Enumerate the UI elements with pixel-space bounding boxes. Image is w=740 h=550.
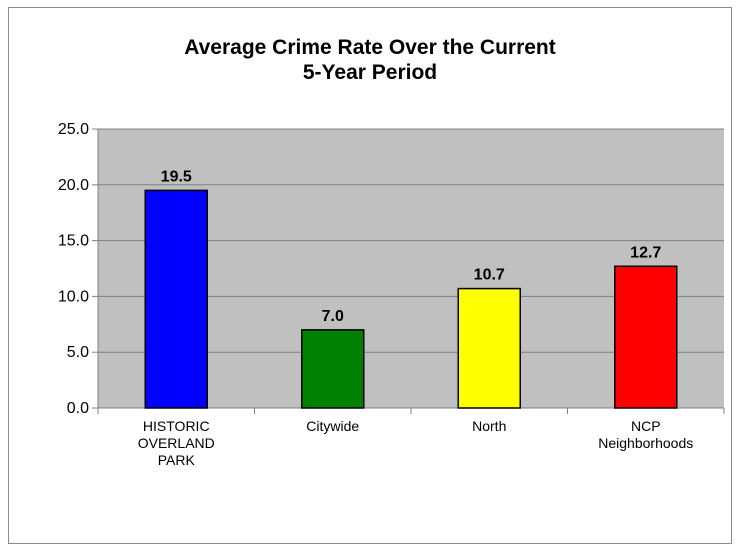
bar bbox=[144, 189, 208, 409]
y-tick-label: 25.0 bbox=[58, 121, 89, 138]
chart-title-line-1: Average Crime Rate Over the Current bbox=[184, 36, 556, 59]
y-tick-label: 5.0 bbox=[67, 344, 89, 361]
x-tick-label: Citywide bbox=[306, 418, 359, 434]
y-tick-label: 10.0 bbox=[58, 288, 89, 305]
chart-title: Average Crime Rate Over the Current 5-Ye… bbox=[8, 35, 732, 85]
data-label: 19.5 bbox=[161, 168, 192, 185]
x-tick-label: PARK bbox=[158, 452, 196, 468]
y-tick-label: 0.0 bbox=[67, 400, 89, 417]
x-tick-label: HISTORIC bbox=[143, 418, 210, 434]
data-label: 7.0 bbox=[322, 308, 344, 325]
x-tick-label: NCP bbox=[631, 418, 661, 434]
y-tick-label: 15.0 bbox=[58, 233, 89, 250]
data-label: 12.7 bbox=[630, 244, 661, 261]
chart-title-line-2: 5-Year Period bbox=[302, 61, 438, 84]
x-tick-label: OVERLAND bbox=[138, 435, 215, 451]
bar bbox=[301, 329, 365, 409]
data-label: 10.7 bbox=[474, 267, 505, 284]
x-tick-label: North bbox=[472, 418, 506, 434]
x-tick-label: Neighborhoods bbox=[598, 435, 693, 451]
y-tick-label: 20.0 bbox=[58, 177, 89, 194]
bar bbox=[614, 265, 678, 409]
bar bbox=[457, 287, 521, 409]
